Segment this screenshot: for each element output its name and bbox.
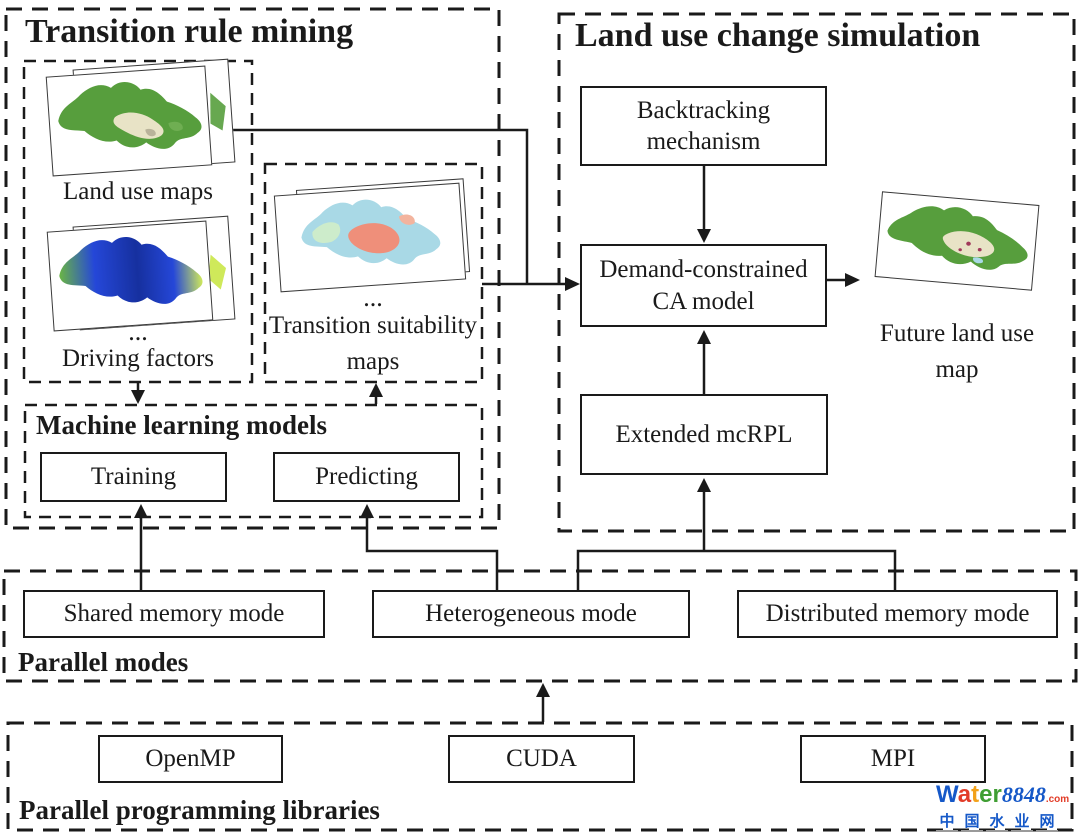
modes-to-mcrpl-connector [576, 489, 897, 590]
arrowhead-into-modes [536, 683, 550, 697]
suitability-ellipsis: ... [363, 283, 383, 312]
watermark-cn-char: 业 [1011, 813, 1033, 832]
backtracking-node: Backtracking mechanism [580, 86, 827, 166]
driving-factors-caption: ... Driving factors [28, 317, 248, 376]
ca-model-node: Demand-constrained CA model [580, 244, 827, 327]
suitability-caption: ... Transition suitability maps [264, 283, 482, 380]
land-use-map-back-page [72, 58, 236, 174]
future-land-use-map-image [874, 191, 1040, 291]
watermark-cn-char: 中 [936, 813, 958, 832]
driving-factors-label: Driving factors [61, 345, 215, 372]
watermark-cn-char: 国 [961, 813, 983, 832]
watermark-cn-char: 水 [986, 813, 1008, 832]
arrowhead-into-ca-top [697, 229, 711, 243]
arrowhead-into-mcrpl [697, 478, 711, 492]
simulation-section-title: Land use change simulation [575, 17, 981, 54]
watermark-brand: Water8848.com [936, 781, 1070, 812]
libraries-section-title: Parallel programming libraries [19, 795, 380, 825]
driving-factors-image [46, 220, 214, 332]
transition-section-title: Transition rule mining [25, 13, 354, 50]
openmp-node: OpenMP [98, 735, 283, 783]
suitability-label: Transition suitability maps [268, 312, 478, 375]
heterogeneous-to-predicting-connector [365, 513, 499, 590]
watermark-site-name: 中国水业网 [936, 813, 1068, 832]
watermark-number: 8848 [1001, 782, 1046, 807]
watermark-cn-char: 网 [1036, 813, 1058, 832]
arrowhead-into-future-map [845, 273, 860, 287]
arrowhead-into-training [134, 504, 148, 518]
watermark-letter: a [957, 781, 972, 808]
arrowhead-into-predicting [360, 504, 374, 518]
cuda-node: CUDA [448, 735, 635, 783]
suitability-map-image [273, 182, 467, 293]
arrowhead-into-suitability [369, 383, 383, 397]
shared-memory-mode-node: Shared memory mode [23, 590, 325, 638]
mpi-node: MPI [800, 735, 986, 783]
watermark-tld: .com [1045, 794, 1070, 805]
training-node: Training [40, 452, 227, 502]
future-map-caption: Future land use map [879, 320, 1035, 383]
distributed-memory-mode-node: Distributed memory mode [737, 590, 1058, 638]
land-use-maps-caption: Land use maps [63, 178, 213, 205]
watermark-letter: t [971, 781, 980, 808]
arrowhead-into-ml [131, 390, 145, 404]
watermark: Water8848.com 中国水业网 [936, 781, 1070, 832]
land-use-map-image [45, 65, 213, 177]
watermark-letter: W [936, 781, 958, 808]
modes-section-title: Parallel modes [18, 647, 189, 677]
watermark-letter: e [979, 781, 993, 808]
heterogeneous-mode-node: Heterogeneous mode [372, 590, 690, 638]
arrowhead-into-ca-bottom [697, 330, 711, 344]
watermark-letter: r [992, 781, 1002, 808]
predicting-node: Predicting [273, 452, 460, 502]
driving-ellipsis: ... [128, 317, 148, 346]
mcrpl-node: Extended mcRPL [580, 394, 828, 475]
ml-section-title: Machine learning models [36, 410, 327, 440]
driving-factors-back-page [72, 215, 236, 331]
arrowhead-into-ca-left [565, 277, 580, 291]
